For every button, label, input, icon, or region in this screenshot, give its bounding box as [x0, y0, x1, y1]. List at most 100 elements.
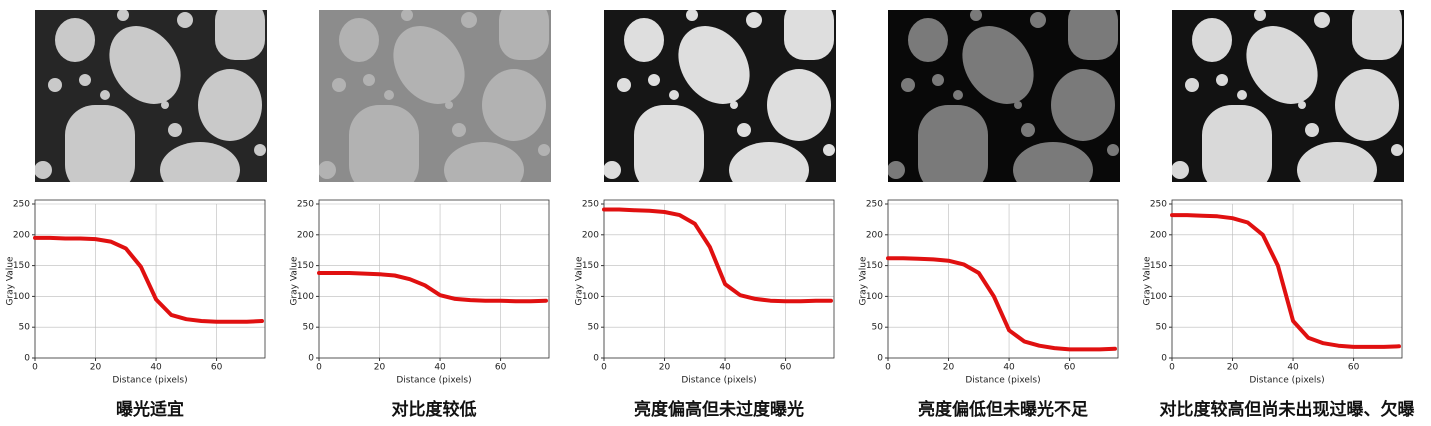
- particle: [339, 18, 379, 62]
- particle: [1172, 161, 1189, 179]
- particle: [932, 74, 944, 86]
- y-tick-label: 100: [13, 292, 30, 302]
- y-tick-label: 150: [582, 261, 599, 271]
- y-axis-label: Gray Value: [575, 256, 585, 306]
- micrograph: [604, 10, 836, 182]
- y-tick-label: 0: [308, 354, 314, 364]
- particle: [401, 10, 413, 21]
- particle: [160, 142, 240, 182]
- panel: 0 50 100 150 200 250 0 20 40 60 Distance (pixels) G…: [575, 10, 836, 420]
- y-tick-label: 0: [877, 354, 883, 364]
- x-tick-label: 20: [659, 363, 671, 373]
- data-line: [317, 271, 548, 304]
- particle: [445, 101, 453, 109]
- particle: [79, 74, 91, 86]
- y-tick-label: 50: [303, 323, 315, 333]
- particle: [784, 10, 834, 60]
- plot-frame: [318, 199, 550, 359]
- y-tick-label: 150: [1150, 261, 1167, 271]
- particle: [168, 123, 182, 137]
- y-axis-label: Gray Value: [6, 256, 16, 306]
- y-tick-label: 100: [1150, 292, 1167, 302]
- y-tick-label: 0: [593, 354, 599, 364]
- micrograph: [1172, 10, 1404, 182]
- x-tick-label: 0: [885, 363, 891, 373]
- x-tick-label: 0: [1169, 363, 1175, 373]
- particle: [444, 142, 524, 182]
- y-tick-label: 100: [582, 292, 599, 302]
- micrograph: [319, 10, 551, 182]
- particle: [198, 69, 262, 141]
- particle: [1335, 69, 1399, 141]
- particle: [888, 161, 905, 179]
- y-tick-label: 200: [582, 230, 599, 240]
- particle: [1192, 18, 1232, 62]
- particle: [499, 10, 549, 60]
- particle: [319, 161, 336, 179]
- x-tick-label: 60: [211, 363, 223, 373]
- y-tick-label: 250: [297, 200, 314, 210]
- y-axis-label: Gray Value: [859, 256, 869, 306]
- panel: 0 50 100 150 200 250 0 20 40 60 Distance (pixels) G…: [6, 10, 267, 420]
- particle: [1014, 101, 1022, 109]
- particle: [634, 105, 704, 182]
- particle: [1297, 142, 1377, 182]
- particle: [918, 105, 988, 182]
- micrograph: [888, 10, 1120, 182]
- particle: [100, 90, 110, 100]
- particle: [35, 161, 52, 179]
- caption: 亮度偏低但未曝光不足: [918, 399, 1088, 420]
- particle: [1305, 123, 1319, 137]
- particles: [604, 10, 835, 182]
- particle: [1185, 78, 1199, 92]
- x-tick-label: 60: [780, 363, 792, 373]
- x-tick-label: 60: [495, 363, 507, 373]
- particle: [215, 10, 265, 60]
- y-tick-label: 50: [588, 323, 600, 333]
- x-tick-label: 0: [32, 363, 38, 373]
- particle: [737, 123, 751, 137]
- x-tick-label: 40: [1003, 363, 1015, 373]
- particle: [1216, 74, 1228, 86]
- y-tick-label: 250: [1150, 200, 1167, 210]
- particle: [678, 26, 750, 104]
- particle: [452, 123, 466, 137]
- data-line: [602, 207, 833, 304]
- particle: [349, 105, 419, 182]
- y-tick-label: 200: [1150, 230, 1167, 240]
- x-tick-label: 60: [1348, 363, 1360, 373]
- plot-frame: [603, 199, 835, 359]
- particle: [604, 161, 621, 179]
- particle: [823, 144, 835, 156]
- y-tick-label: 100: [297, 292, 314, 302]
- y-tick-label: 250: [866, 200, 883, 210]
- x-tick-label: 40: [434, 363, 446, 373]
- particle: [1051, 69, 1115, 141]
- particle: [1298, 101, 1306, 109]
- x-tick-label: 0: [601, 363, 607, 373]
- particles: [1172, 10, 1403, 182]
- particle: [117, 10, 129, 21]
- particle: [970, 10, 982, 21]
- particle: [648, 74, 660, 86]
- particle: [1314, 12, 1330, 28]
- particles: [35, 10, 266, 182]
- plot-frame: [887, 199, 1119, 359]
- x-tick-label: 40: [719, 363, 731, 373]
- y-tick-label: 250: [582, 200, 599, 210]
- particle: [617, 78, 631, 92]
- y-tick-label: 150: [297, 261, 314, 271]
- x-tick-label: 20: [1227, 363, 1239, 373]
- particle: [1254, 10, 1266, 21]
- plot-frame: [1171, 199, 1403, 359]
- particle: [953, 90, 963, 100]
- caption: 曝光适宜: [116, 399, 184, 420]
- data-line: [886, 256, 1117, 352]
- particle: [962, 26, 1034, 104]
- particle: [1237, 90, 1247, 100]
- particle: [461, 12, 477, 28]
- particle: [1107, 144, 1119, 156]
- particle: [1030, 12, 1046, 28]
- x-axis-label: Distance (pixels): [681, 376, 756, 386]
